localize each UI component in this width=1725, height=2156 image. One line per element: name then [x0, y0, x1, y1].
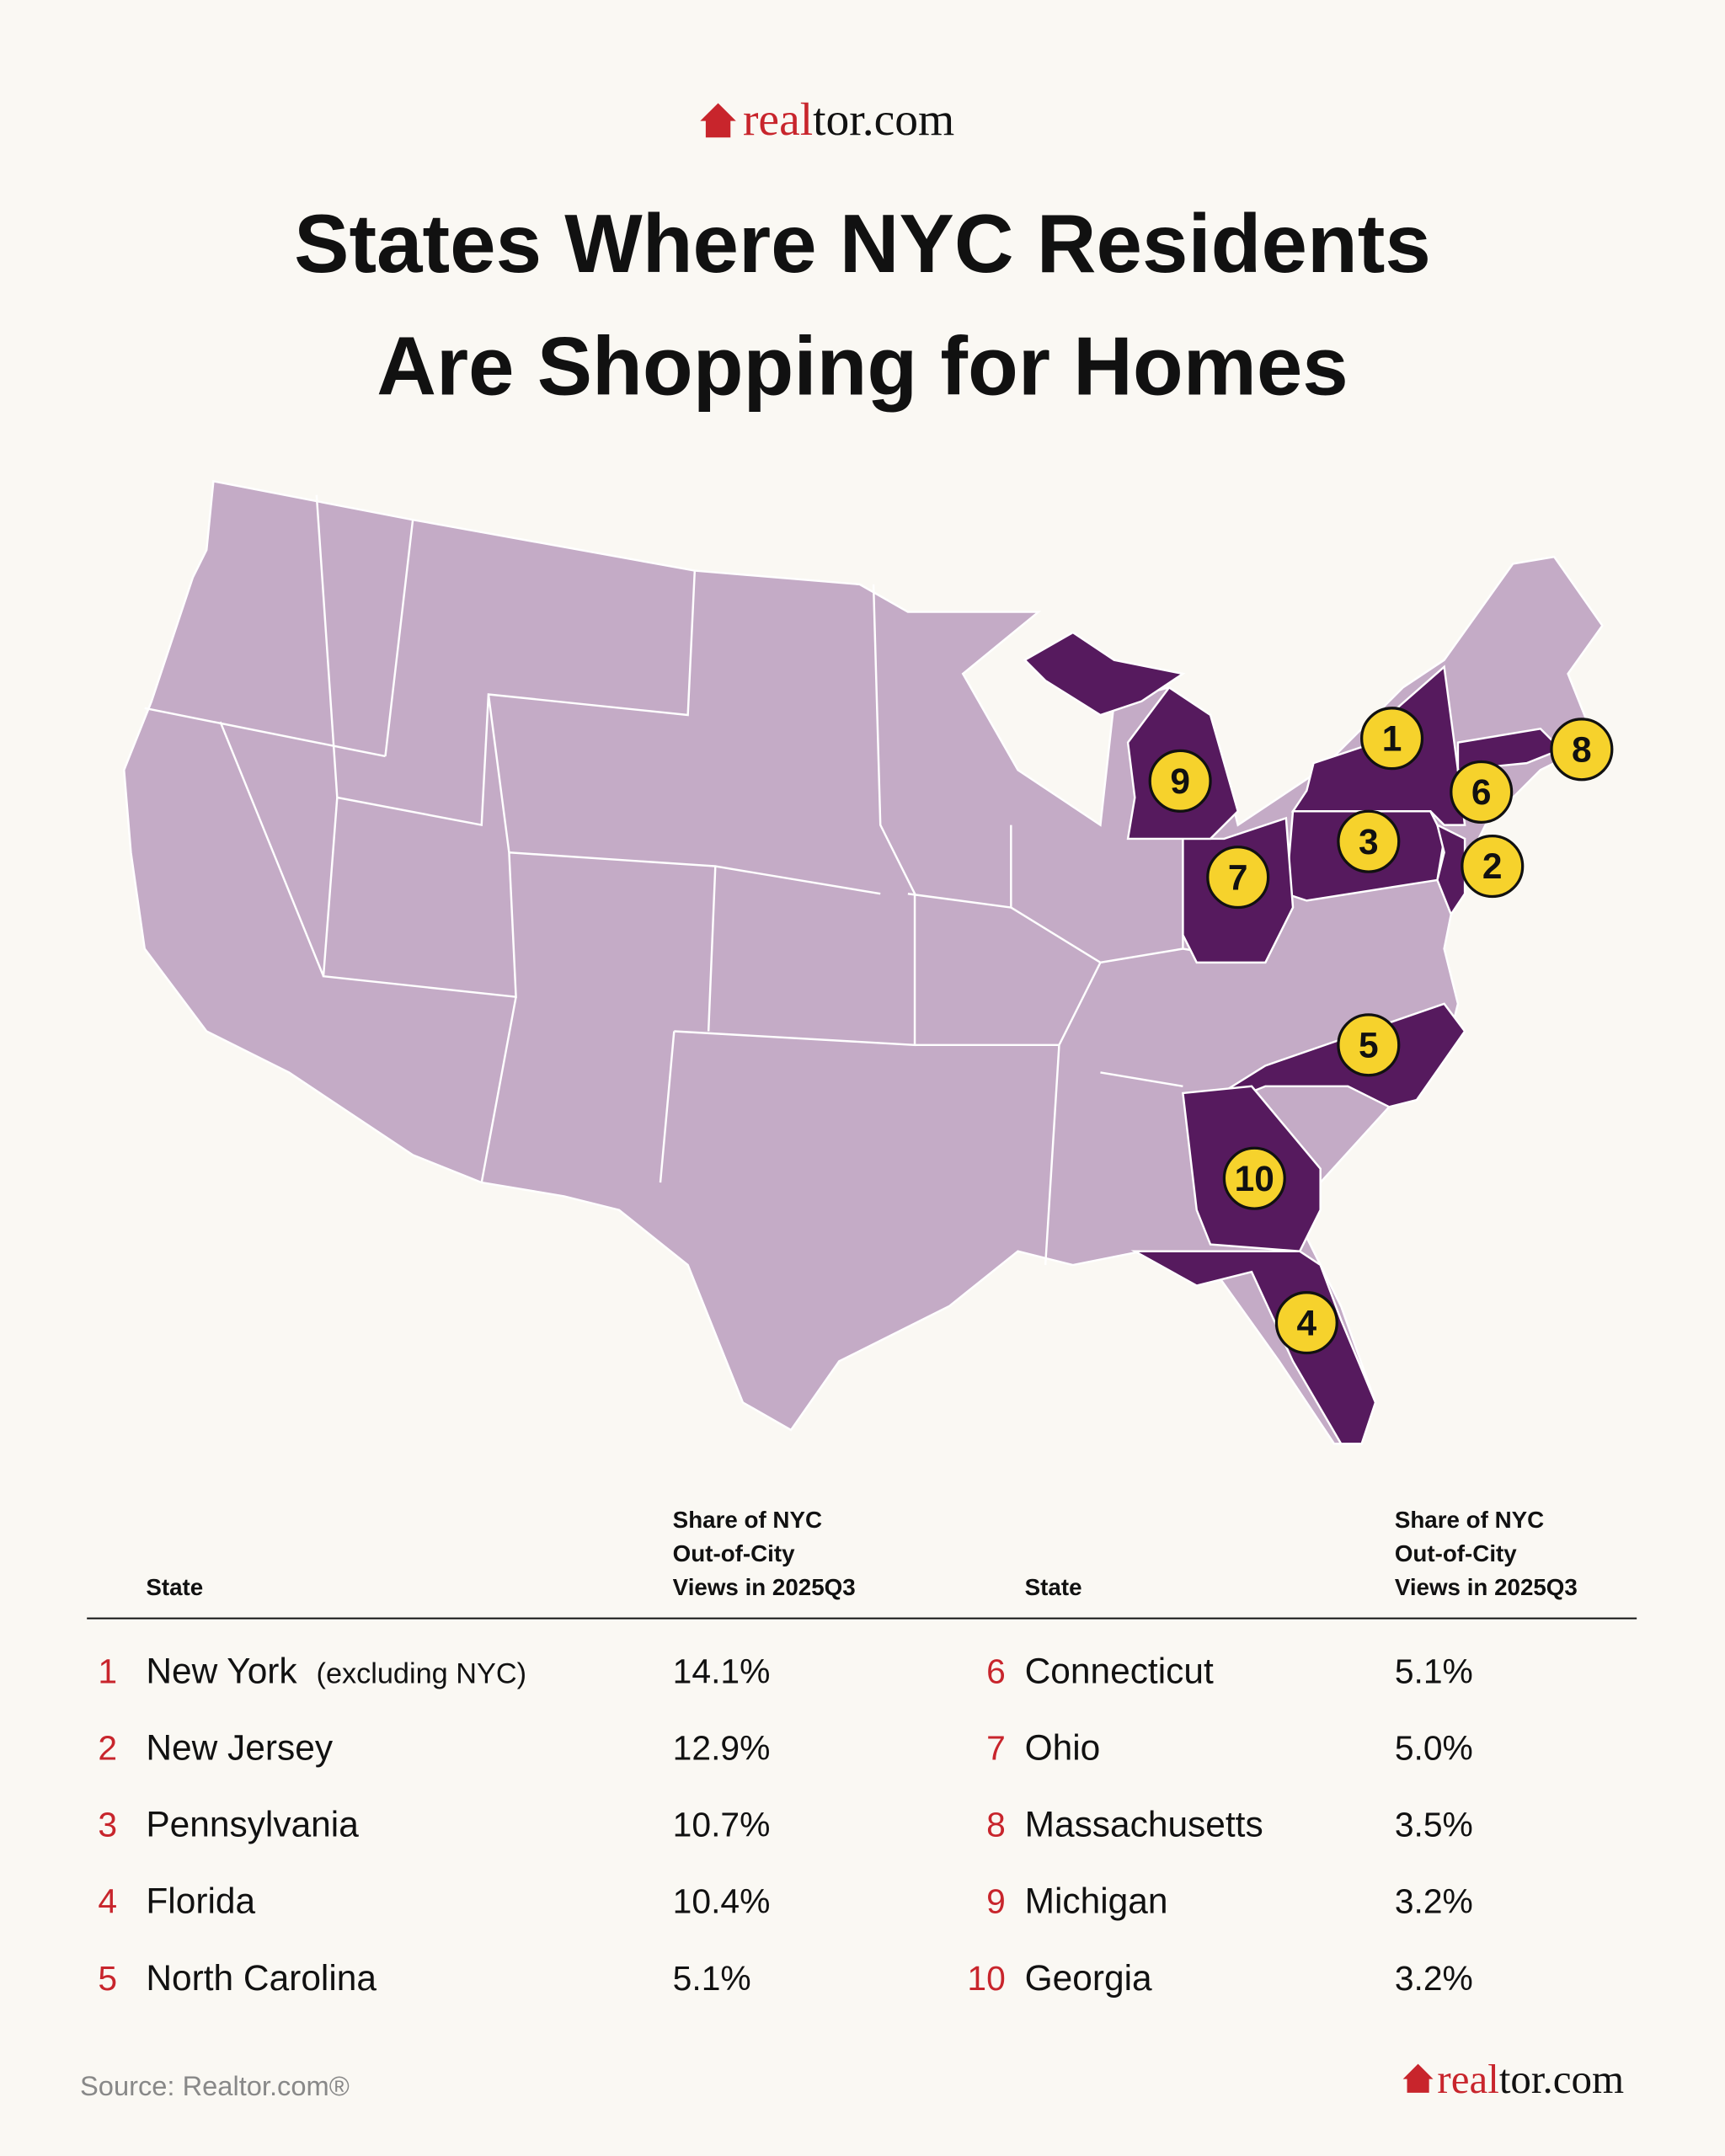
state-name: New Jersey [146, 1727, 333, 1767]
share-value: 3.2% [1395, 1882, 1473, 1921]
state-borders [144, 494, 1266, 1266]
share-value: 5.1% [1395, 1652, 1473, 1690]
marker-label: 3 [1359, 822, 1379, 862]
title-line: States Where NYC Residents [294, 197, 1431, 290]
marker-circle [1337, 1013, 1401, 1077]
share-value: 12.9% [673, 1728, 771, 1767]
logo-rest: tor.com [1499, 2056, 1624, 2102]
title-line: Are Shopping for Homes [377, 320, 1348, 413]
marker-circle [1550, 718, 1614, 782]
logo-text: realtor.com [743, 94, 954, 146]
state-name: Pennsylvania [146, 1805, 359, 1844]
marker-circle [1461, 835, 1525, 899]
state-new-jersey [1435, 823, 1466, 917]
logo-rest: tor.com [813, 94, 954, 146]
state-michigan-upper [1023, 631, 1186, 717]
state-name: Georgia [1025, 1958, 1152, 1998]
ranking-table: State State Share of NYC Share of NYC Out-… [87, 1507, 1637, 1998]
marker-label: 9 [1170, 761, 1190, 801]
marker-circle [1360, 707, 1424, 771]
logo-accent: real [1437, 2056, 1498, 2102]
rank: 2 [98, 1728, 117, 1767]
column-header: State [146, 1574, 203, 1600]
share-value: 10.4% [673, 1882, 771, 1921]
marker-circle [1148, 749, 1212, 813]
rank: 6 [986, 1652, 1006, 1690]
share-value: 5.1% [673, 1959, 751, 1998]
state-note: (excluding NYC) [317, 1657, 526, 1689]
rank: 9 [986, 1882, 1006, 1921]
rank: 1 [98, 1652, 117, 1690]
state-name: Florida [146, 1881, 255, 1921]
share-value: 14.1% [673, 1652, 771, 1690]
state-name: Massachusetts [1025, 1805, 1263, 1844]
share-value: 5.0% [1395, 1728, 1473, 1767]
marker-circle [1450, 760, 1514, 824]
column-header: Share of NYC [673, 1507, 822, 1533]
rank: 7 [986, 1728, 1006, 1767]
column-header: State [1025, 1574, 1082, 1600]
rank: 3 [98, 1806, 117, 1844]
logo-accent: real [743, 94, 813, 146]
column-header: Share of NYC [1395, 1507, 1544, 1533]
bottom-logo: realtor.com [1402, 2056, 1624, 2102]
marker-circle [1222, 1146, 1286, 1210]
marker-label: 8 [1572, 729, 1592, 769]
column-header: Out-of-City [673, 1540, 795, 1566]
source: Source: Realtor.com® [80, 2070, 350, 2101]
column-header: Views in 2025Q3 [673, 1574, 856, 1600]
share-value: 3.2% [1395, 1959, 1473, 1998]
rank-markers: 1 2 3 4 5 6 7 8 9 10 [1148, 707, 1614, 1355]
map: 1 2 3 4 5 6 7 8 9 10 [123, 479, 1614, 1445]
marker-label: 6 [1471, 772, 1492, 812]
marker-circle [1274, 1291, 1338, 1355]
logo-icon [700, 103, 736, 138]
marker-label: 4 [1297, 1303, 1317, 1342]
state-massachusetts [1456, 727, 1563, 771]
rank: 4 [98, 1882, 117, 1921]
state-name: New York [146, 1651, 297, 1690]
column-header: Views in 2025Q3 [1395, 1574, 1578, 1600]
column-header: Out-of-City [1395, 1540, 1517, 1566]
rank: 8 [986, 1806, 1006, 1844]
marker-circle [1206, 846, 1270, 910]
marker-label: 2 [1482, 846, 1503, 886]
rank: 5 [98, 1959, 117, 1998]
share-value: 10.7% [673, 1806, 771, 1844]
state-name: North Carolina [146, 1958, 377, 1998]
state-name: Michigan [1025, 1881, 1168, 1921]
share-value: 3.5% [1395, 1806, 1473, 1844]
logo-text: realtor.com [1437, 2056, 1624, 2102]
marker-label: 7 [1228, 857, 1248, 897]
marker-circle [1337, 809, 1401, 873]
top-logo: realtor.com [700, 94, 954, 146]
rank: 10 [967, 1959, 1005, 1998]
marker-label: 1 [1382, 718, 1402, 758]
state-name: Ohio [1025, 1727, 1101, 1767]
state-name: Connecticut [1025, 1651, 1214, 1690]
marker-label: 10 [1235, 1159, 1274, 1198]
marker-label: 5 [1359, 1026, 1379, 1065]
logo-icon [1402, 2063, 1434, 2093]
